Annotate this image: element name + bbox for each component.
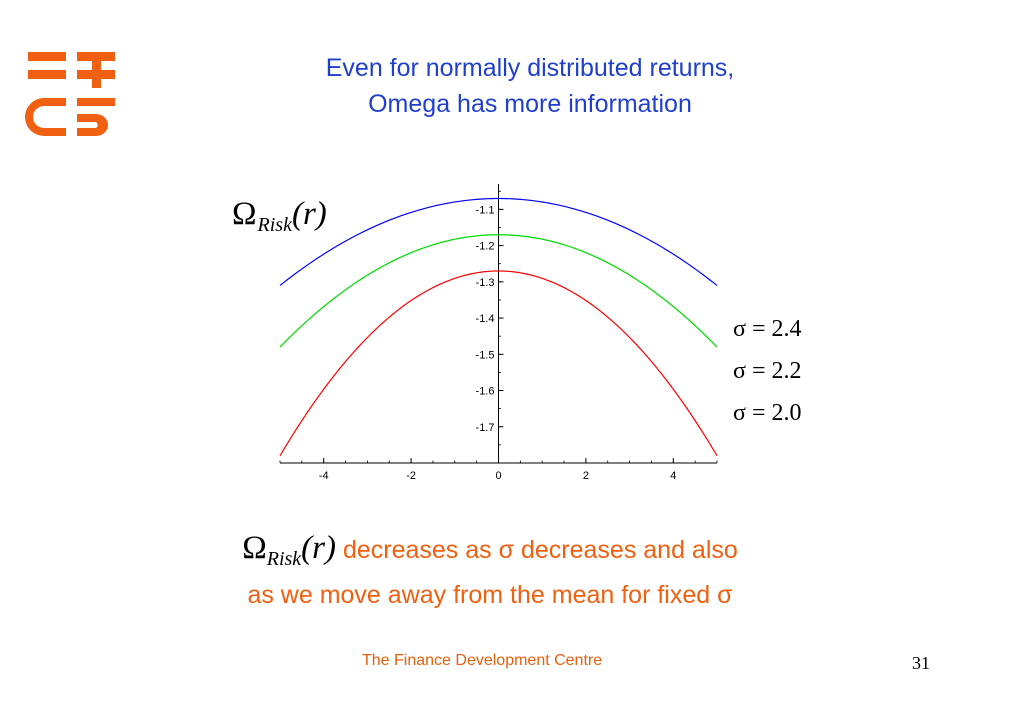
slide-title-line-1: Even for normally distributed returns, [325,54,735,82]
caption-omega: ΩRisk(r) [242,530,336,570]
y-tick-label: -1.3 [476,277,495,289]
caption-omega-subscript: Risk [266,548,302,570]
y-tick-label: -1.1 [476,204,495,216]
caption-line-1: ΩRisk(r) decreases as σ decreases and al… [150,530,830,577]
series-line [279,234,718,348]
y-tick-label: -1.4 [476,313,495,325]
caption-omega-arg: (r) [301,530,336,566]
series-line [279,197,718,286]
caption-text-1: decreases as σ decreases and also [342,536,738,564]
caption: ΩRisk(r) decreases as σ decreases and al… [150,530,830,613]
tfdc-logo [22,48,122,140]
y-tick-label: -1.2 [476,241,495,253]
caption-line-2: as we move away from the mean for fixed … [247,581,733,609]
x-tick-label: -4 [319,470,329,482]
legend-entry-sigma-2-4: σ = 2.4 [733,316,802,342]
slide-title-line-2: Omega has more information [368,90,692,118]
x-tick-label: -2 [406,470,416,482]
x-tick-label: 2 [583,470,589,482]
omega-symbol: Ω [232,196,257,232]
x-tick-label: 0 [495,470,501,482]
omega-chart: -4 -2 0 2 4 -1.1 -1.2 -1.3 -1.4 -1.5 -1.6 -1.7 [279,184,718,482]
y-tick-label: -1.7 [476,422,495,434]
tfdc-logo-graphic [25,52,115,136]
legend: σ = 2.4 σ = 2.2 σ = 2.0 [733,308,801,434]
slide-title: Even for normally distributed returns, O… [240,50,820,122]
footer-text: The Finance Development Centre [362,652,603,669]
omega-risk-label: ΩRisk(r) [232,196,327,237]
legend-entry-sigma-2-0: σ = 2.0 [733,400,802,426]
series-line [279,270,718,457]
x-tick-label: 4 [670,470,676,482]
y-tick-label: -1.6 [476,386,495,398]
omega-arg: (r) [291,196,327,232]
page-number: 31 [912,653,930,673]
y-tick-label: -1.5 [476,349,495,361]
caption-omega-symbol: Ω [242,530,267,566]
legend-entry-sigma-2-2: σ = 2.2 [733,358,802,384]
omega-subscript: Risk [257,214,292,236]
